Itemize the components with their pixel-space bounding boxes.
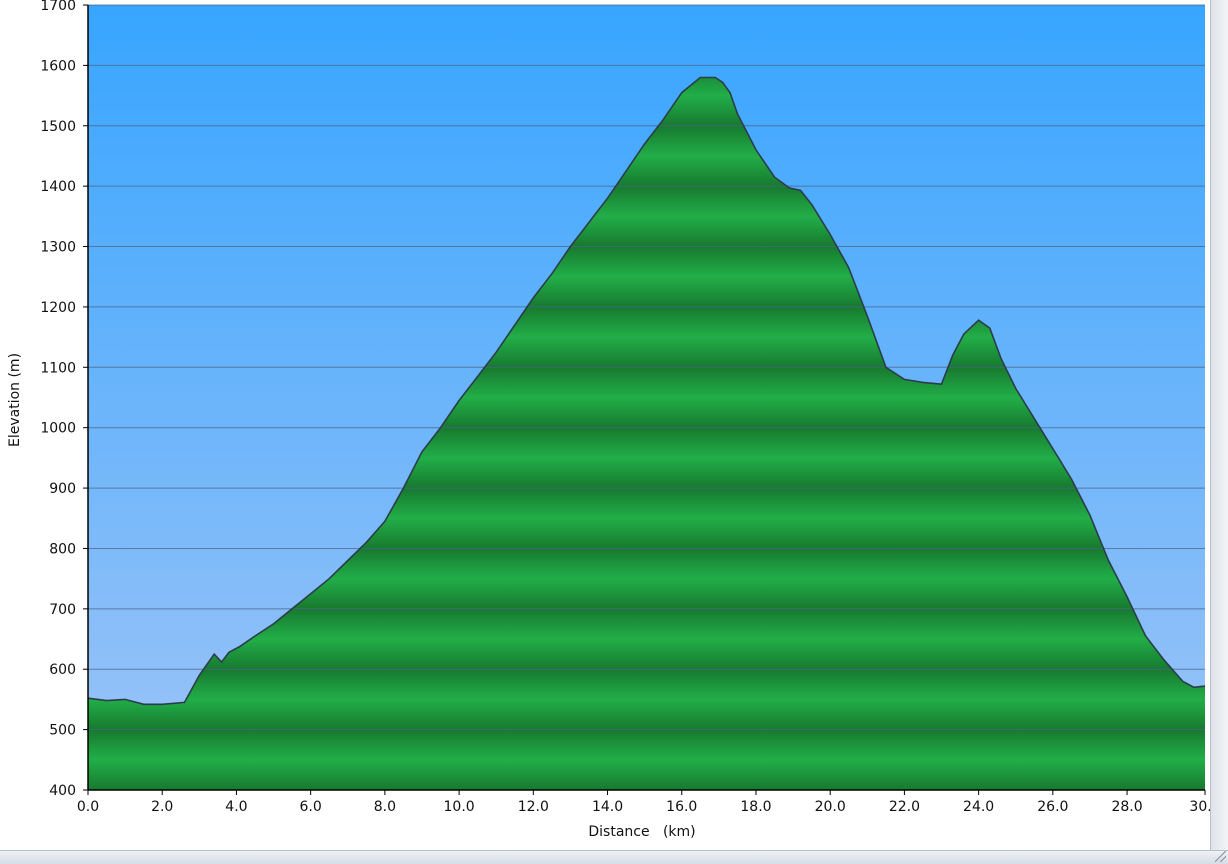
x-tick-label: 16.0 (666, 799, 697, 815)
x-axis-title: Distance (km) (588, 824, 695, 840)
y-tick-label: 1400 (40, 179, 76, 195)
y-tick-label: 600 (49, 662, 76, 678)
x-tick-label: 14.0 (592, 799, 623, 815)
x-tick-label: 8.0 (374, 799, 396, 815)
x-tick-label: 12.0 (518, 799, 549, 815)
y-tick-label: 500 (49, 723, 76, 739)
elevation-profile-line (87, 76, 1206, 706)
y-tick-label: 1100 (40, 360, 76, 376)
y-tick-label: 900 (49, 481, 76, 497)
y-axis-title: Elevation (m) (7, 353, 23, 447)
gridlines (88, 4, 1205, 731)
y-tick-label: 800 (49, 541, 76, 557)
window-right-frame (1210, 0, 1228, 850)
x-tick-label: 6.0 (300, 799, 322, 815)
elevation-band (88, 729, 1205, 790)
y-tick-label: 1600 (40, 58, 76, 74)
y-axis-ticks: 400 500 600 700 800 900 1000 1100 1200 1300 1400 15… (40, 0, 88, 799)
x-tick-label: 2.0 (151, 799, 173, 815)
x-tick-label: 24.0 (963, 799, 994, 815)
x-tick-label: 28.0 (1111, 799, 1142, 815)
x-axis-ticks: 0.0 2.0 4.0 6.0 8.0 10.0 12.0 14.0 16.0 18.0 20.0 2… (77, 790, 1221, 815)
x-tick-label: 26.0 (1037, 799, 1068, 815)
y-tick-label: 1000 (40, 421, 76, 437)
x-tick-label: 4.0 (225, 799, 247, 815)
y-tick-label: 1500 (40, 119, 76, 135)
y-tick-label: 400 (49, 783, 76, 799)
x-tick-label: 20.0 (815, 799, 846, 815)
x-tick-label: 0.0 (77, 799, 99, 815)
y-tick-label: 700 (49, 602, 76, 618)
resize-grip-icon[interactable] (1215, 851, 1226, 862)
y-tick-label: 1700 (40, 0, 76, 14)
window-bottom-bar (0, 850, 1228, 864)
y-tick-label: 1300 (40, 240, 76, 256)
x-tick-label: 18.0 (740, 799, 771, 815)
y-tick-label: 1200 (40, 300, 76, 316)
x-tick-label: 22.0 (889, 799, 920, 815)
elevation-band (88, 669, 1205, 730)
x-tick-label: 10.0 (444, 799, 475, 815)
